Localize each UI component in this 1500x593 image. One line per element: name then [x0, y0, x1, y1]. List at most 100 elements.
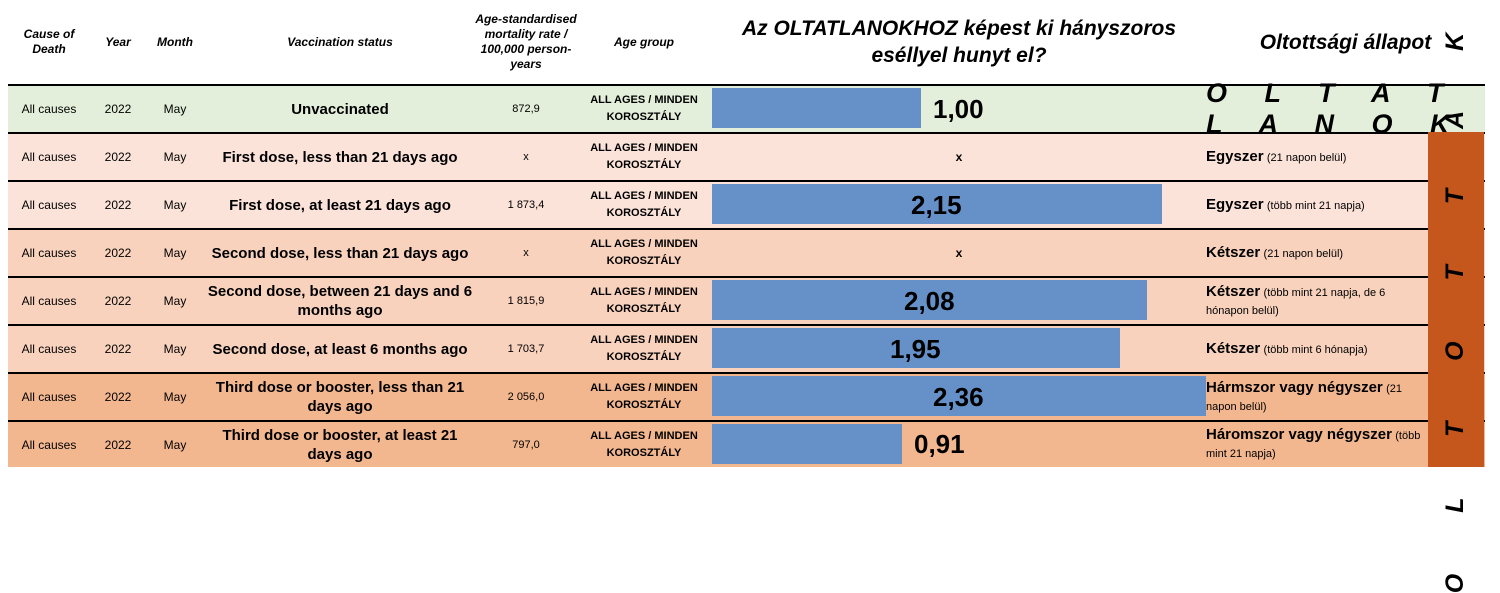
age-group-cell: ALL AGES / MINDEN KOROSZTÁLY: [590, 334, 698, 363]
mortality-rate-cell: x: [523, 151, 529, 163]
vaccination-state-label: Háromszor vagy négyszer (több mint 21 na…: [1206, 422, 1428, 467]
ratio-value-label: 0,91: [914, 429, 965, 459]
mortality-rate-cell: 1 703,7: [507, 343, 545, 355]
age-group-cell: ALL AGES / MINDEN KOROSZTÁLY: [590, 94, 698, 123]
mortality-rate-cell: 1 815,9: [507, 295, 545, 307]
vaccination-status-cell: Third dose or booster, at least 21 days …: [222, 426, 458, 463]
mortality-rate-cell: 797,0: [512, 438, 540, 451]
year-cell: 2022: [104, 390, 132, 404]
table-row: All causes 2022 May Third dose or booster, …: [8, 420, 1485, 467]
state-main-text: Háromszor vagy négyszer: [1206, 426, 1392, 443]
table-row: All causes 2022 May First dose, less than 2…: [8, 132, 1485, 180]
header-mortality-rate: Age-standardised mortality rate / 100,00…: [475, 12, 577, 71]
year-cell: 2022: [104, 294, 132, 308]
vaccination-status-cell: First dose, at least 21 days ago: [229, 196, 451, 214]
state-sub-text: (több mint 6 hónapja): [1263, 343, 1368, 356]
state-main-text: Hármszor vagy négyszer: [1206, 378, 1383, 396]
year-cell: 2022: [104, 246, 132, 260]
state-sub-text: (több mint 21 napja, de 6 hónapon belül): [1206, 286, 1386, 317]
vaccination-state-label: Kétszer (több mint 6 hónapja): [1206, 326, 1428, 372]
cause-of-death-cell: All causes: [21, 102, 77, 116]
table-row: All causes 2022 May Third dose or booster, …: [8, 372, 1485, 420]
cause-of-death-cell: All causes: [21, 390, 77, 404]
age-group-cell: ALL AGES / MINDEN KOROSZTÁLY: [590, 429, 698, 459]
state-main-text: Egyszer: [1206, 147, 1264, 165]
year-cell: 2022: [104, 437, 132, 452]
year-cell: 2022: [104, 102, 132, 116]
mortality-rate-cell: 1 873,4: [507, 199, 545, 211]
mortality-rate-cell: x: [523, 247, 529, 259]
month-cell: May: [163, 246, 187, 260]
ratio-value-label: 2,08: [904, 285, 955, 316]
header-age-group: Age group: [614, 34, 674, 49]
state-main-text: Kétszer: [1206, 282, 1261, 300]
year-cell: 2022: [104, 342, 132, 356]
header-vaccination-status: Vaccination status: [287, 34, 393, 49]
vaccination-status-cell: Unvaccinated: [291, 100, 389, 118]
vaccination-state-label: Egyszer (több mint 21 napja): [1206, 182, 1428, 228]
chart-title: Az OLTATLANOKHOZ képest ki hányszoros es…: [741, 17, 1177, 67]
state-sub-text: (21 napon belül): [1206, 382, 1402, 413]
vaccination-status-cell: Third dose or booster, less than 21 days…: [215, 379, 465, 415]
year-cell: 2022: [104, 198, 132, 212]
vaccination-status-cell: Second dose, less than 21 days ago: [211, 244, 469, 262]
table-row: All causes 2022 May Second dose, at least 6…: [8, 324, 1485, 372]
vaccination-status-cell: Second dose, between 21 days and 6 month…: [207, 283, 473, 319]
month-cell: May: [163, 342, 187, 356]
ratio-value-label: 2,15: [911, 189, 962, 220]
ratio-bar: [712, 280, 1147, 320]
table-row: All causes 2022 May Unvaccinated 872,9 ALL AG…: [8, 78, 1485, 139]
ratio-bar: [712, 424, 902, 464]
month-cell: May: [163, 437, 187, 452]
age-group-cell: ALL AGES / MINDEN KOROSZTÁLY: [590, 382, 698, 411]
month-cell: May: [163, 150, 187, 164]
ratio-bar: [712, 184, 1162, 224]
state-main-text: Kétszer: [1206, 243, 1261, 261]
table-row: All causes 2022 May Second dose, less than …: [8, 228, 1485, 276]
ratio-value-label: 1,00: [933, 93, 984, 124]
header-cause: Cause of Death: [23, 27, 75, 56]
vaccinated-group-band: O L T O T T A K: [1428, 6, 1484, 593]
cause-of-death-cell: All causes: [21, 294, 77, 308]
month-cell: May: [163, 390, 187, 404]
mortality-rate-cell: 872,9: [512, 103, 540, 115]
age-group-cell: ALL AGES / MINDEN KOROSZTÁLY: [590, 238, 698, 267]
month-cell: May: [163, 102, 187, 116]
ratio-bar: [712, 88, 921, 128]
vaccination-status-cell: First dose, less than 21 days ago: [222, 148, 458, 166]
state-sub-text: (21 napon belül): [1263, 247, 1344, 260]
state-sub-text: (több mint 21 napja): [1266, 199, 1365, 212]
mortality-rate-cell: 2 056,0: [507, 391, 545, 403]
vaccination-state-label: Kétszer (több mint 21 napja, de 6 hónapo…: [1206, 278, 1428, 324]
state-sub-text: (több mint 21 napja): [1206, 430, 1421, 460]
state-sub-text: (21 napon belül): [1266, 151, 1347, 164]
vaccination-state-label: Kétszer (21 napon belül): [1206, 230, 1428, 276]
cause-of-death-cell: All causes: [21, 342, 77, 356]
state-main-text: Egyszer: [1206, 195, 1264, 213]
cause-of-death-cell: All causes: [21, 437, 77, 452]
age-group-cell: ALL AGES / MINDEN KOROSZTÁLY: [590, 142, 698, 171]
header-month: Month: [157, 34, 193, 49]
vaccination-state-label: Hármszor vagy négyszer (21 napon belül): [1206, 374, 1428, 420]
age-group-cell: ALL AGES / MINDEN KOROSZTÁLY: [590, 190, 698, 219]
vaccination-state-label: Egyszer (21 napon belül): [1206, 134, 1428, 180]
table-row: All causes 2022 May First dose, at least 21…: [8, 180, 1485, 228]
vaccination-status-cell: Second dose, at least 6 months ago: [212, 340, 468, 358]
table-row: All causes 2022 May Second dose, between 21…: [8, 276, 1485, 324]
ratio-bar: [712, 376, 1206, 416]
age-group-cell: ALL AGES / MINDEN KOROSZTÁLY: [590, 286, 698, 315]
cause-of-death-cell: All causes: [21, 198, 77, 212]
cause-of-death-cell: All causes: [21, 150, 77, 164]
ratio-bar: [712, 328, 1120, 368]
state-main-text: Kétszer: [1206, 339, 1261, 357]
ratio-value-label: 1,95: [890, 333, 941, 364]
ratio-missing-marker: x: [955, 246, 963, 260]
cause-of-death-cell: All causes: [21, 246, 77, 260]
ratio-value-label: 2,36: [933, 381, 984, 412]
year-cell: 2022: [104, 150, 132, 164]
vaccinated-group-label: O L T O T T A K: [1441, 5, 1470, 593]
month-cell: May: [163, 294, 187, 308]
month-cell: May: [163, 198, 187, 212]
header-vaccination-state: Oltottsági állapot: [1259, 30, 1432, 54]
header-year: Year: [105, 34, 131, 49]
